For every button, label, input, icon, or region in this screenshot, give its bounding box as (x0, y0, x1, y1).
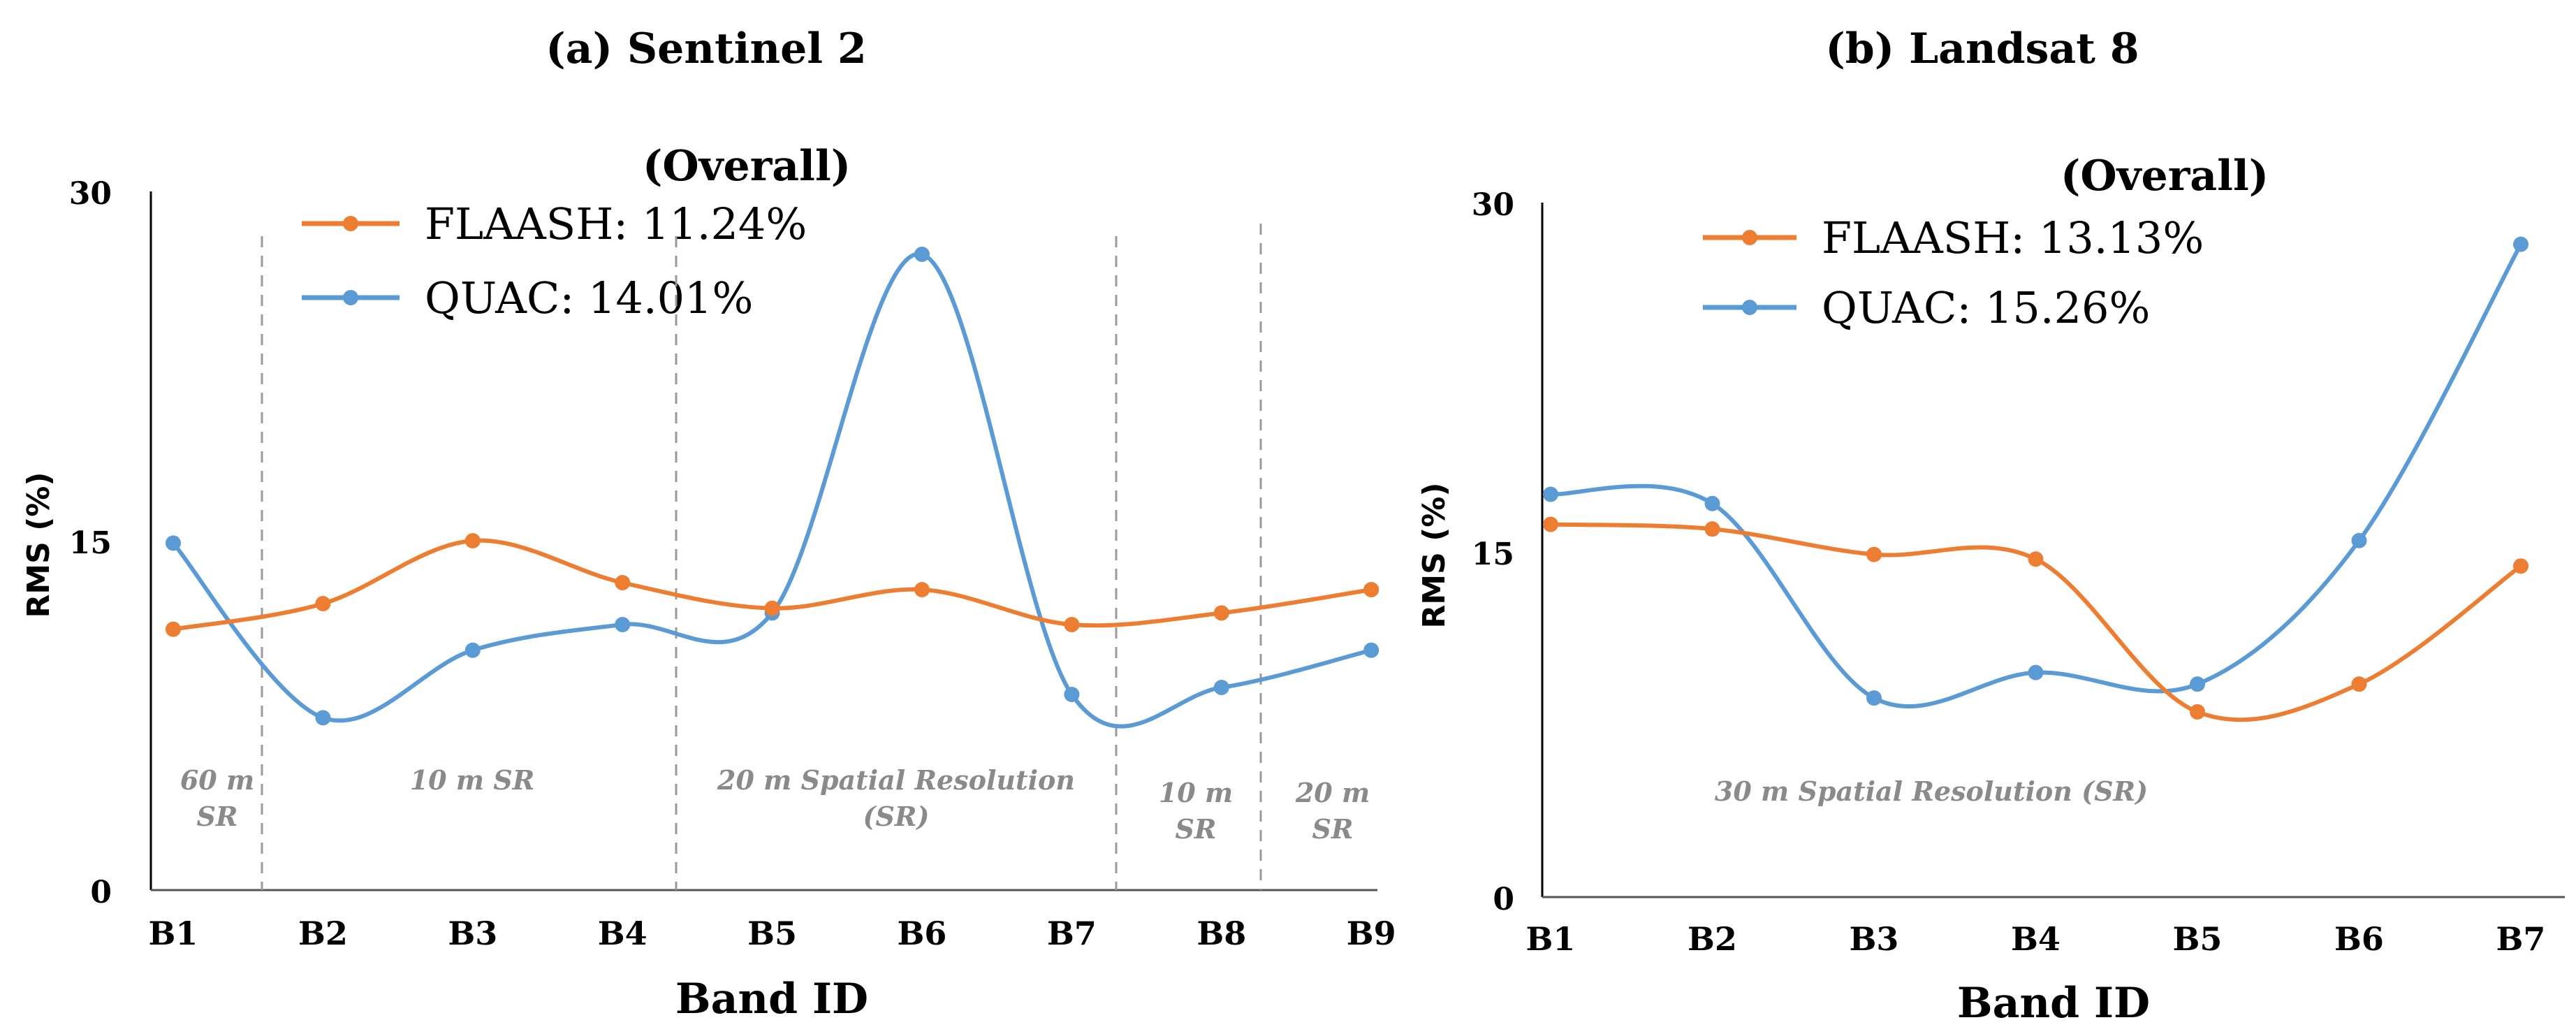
chart-a-xtick-B3: B3 (448, 915, 497, 952)
chart-a-title: (a) Sentinel 2 (546, 24, 866, 73)
chart-b-xtick-B6: B6 (2334, 920, 2384, 958)
chart-a-xtick-B2: B2 (298, 915, 348, 952)
chart-a-point-quac-B9 (1363, 642, 1380, 658)
chart-a-xlabel: Band ID (675, 975, 868, 1024)
chart-a: (a) Sentinel 2 0 15 30 RMS (%) Band ID (… (21, 24, 1396, 1024)
chart-b-point-quac-B4 (2028, 664, 2044, 680)
chart-a-region-label: SR (1175, 813, 1216, 845)
chart-a-point-quac-B8 (1213, 680, 1229, 695)
chart-b-legend-title: (Overall) (2061, 152, 2269, 201)
chart-b-point-flaash-B6 (2351, 676, 2367, 692)
chart-b-ytick-30: 30 (1472, 187, 1514, 223)
chart-b-xtick-B2: B2 (1688, 920, 1737, 958)
chart-a-legend-quac-label: QUAC: 14.01% (425, 272, 753, 323)
chart-a-point-quac-B3 (464, 642, 481, 658)
chart-b-xtick-B3: B3 (1850, 920, 1899, 958)
chart-a-region-label: SR (1312, 813, 1353, 845)
chart-a-legend-flaash-label: FLAASH: 11.24% (425, 198, 807, 249)
chart-a-point-flaash-B3 (464, 533, 481, 548)
chart-b-ylabel: RMS (%) (1417, 483, 1452, 629)
chart-a-point-quac-B1 (166, 535, 181, 551)
chart-b-legend-quac-label: QUAC: 15.26% (1822, 282, 2150, 333)
chart-b-legend-flaash-label: FLAASH: 13.13% (1822, 212, 2204, 263)
chart-a-ytick-15: 15 (69, 525, 112, 561)
chart-a-point-flaash-B5 (764, 600, 780, 616)
chart-b-legend-quac-marker (1742, 300, 1757, 315)
chart-b-point-flaash-B5 (2190, 704, 2205, 720)
chart-a-xtick-B4: B4 (598, 915, 647, 952)
chart-b-series-quac-line (1550, 243, 2523, 709)
chart-b-xtick-B5: B5 (2173, 920, 2223, 958)
chart-a-point-flaash-B7 (1064, 617, 1080, 632)
chart-a-legend-quac-marker (343, 290, 358, 305)
chart-b-point-flaash-B3 (1866, 546, 1882, 562)
chart-b-point-quac-B5 (2190, 676, 2205, 692)
chart-b-legend-flaash-marker (1742, 230, 1757, 245)
chart-a-point-quac-B4 (615, 617, 631, 632)
chart-a-xtick-B5: B5 (747, 915, 797, 952)
chart-b-point-quac-B1 (1543, 486, 1558, 502)
chart-a-xtick-B1: B1 (149, 915, 198, 952)
chart-a-xtick-B8: B8 (1196, 915, 1246, 952)
chart-b-point-quac-B7 (2513, 236, 2529, 252)
chart-b-legend: FLAASH: 13.13% QUAC: 15.26% (1703, 212, 2204, 333)
chart-b-xtick-B7: B7 (2496, 920, 2546, 958)
chart-a-region-label: 60 m (180, 764, 254, 796)
chart-b-xtick-B1: B1 (1526, 920, 1576, 958)
chart-a-region-label: 10 m SR (410, 764, 535, 796)
chart-a-xtick-B7: B7 (1047, 915, 1097, 952)
chart-a-point-quac-B7 (1064, 687, 1080, 702)
chart-a-region-label: 20 m Spatial Resolution (717, 764, 1075, 796)
chart-b-point-flaash-B7 (2513, 558, 2529, 574)
chart-a-series-quac-line (171, 252, 1372, 729)
chart-b-point-quac-B3 (1866, 690, 1882, 706)
chart-a-point-flaash-B2 (315, 596, 331, 611)
chart-b-ytick-0: 0 (1493, 882, 1514, 917)
chart-a-region-label: 20 m (1295, 777, 1370, 808)
chart-b-point-quac-B2 (1704, 495, 1720, 511)
chart-a-region-label: 10 m (1159, 777, 1233, 808)
chart-a-region-label: SR (196, 801, 237, 832)
chart-a-point-flaash-B6 (914, 582, 930, 597)
chart-a-point-flaash-B8 (1213, 605, 1229, 621)
chart-a-point-flaash-B1 (166, 621, 181, 637)
chart-b-point-flaash-B4 (2028, 551, 2044, 567)
chart-b: (b) Landsat 8 0 15 30 RMS (%) Band ID (O… (1417, 24, 2565, 1028)
chart-a-legend-title: (Overall) (643, 142, 851, 191)
chart-b-xtick-B4: B4 (2011, 920, 2061, 958)
chart-a-point-quac-B6 (914, 247, 930, 262)
chart-b-point-quac-B6 (2351, 532, 2367, 548)
chart-b-point-flaash-B2 (1704, 521, 1720, 537)
chart-a-region-label: (SR) (863, 801, 930, 832)
chart-b-xlabel: Band ID (1957, 979, 2150, 1028)
chart-a-point-quac-B2 (315, 710, 331, 726)
chart-a-xtick-B9: B9 (1347, 915, 1396, 952)
chart-a-xtick-B6: B6 (898, 915, 947, 952)
chart-b-ytick-15: 15 (1472, 537, 1514, 572)
chart-a-ylabel: RMS (%) (21, 472, 57, 618)
chart-b-region-label: 30 m Spatial Resolution (SR) (1715, 776, 2148, 807)
chart-a-point-flaash-B9 (1363, 582, 1380, 597)
chart-a-ytick-0: 0 (90, 875, 112, 910)
chart-a-point-flaash-B4 (615, 575, 631, 590)
chart-a-ytick-30: 30 (69, 176, 112, 212)
chart-a-legend-flaash-marker (343, 216, 358, 231)
chart-b-title: (b) Landsat 8 (1825, 24, 2139, 73)
chart-b-point-flaash-B1 (1543, 516, 1558, 532)
chart-a-legend: FLAASH: 11.24% QUAC: 14.01% (302, 198, 807, 323)
